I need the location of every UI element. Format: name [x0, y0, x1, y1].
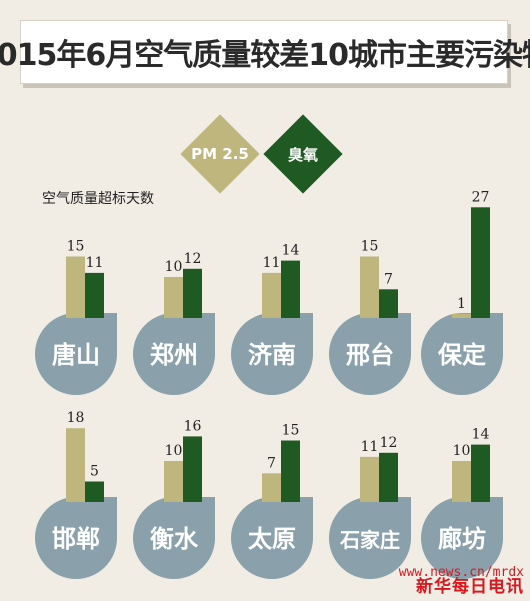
chart-title: 2015年6月空气质量较差10城市主要污染物 [0, 38, 530, 73]
bar [183, 436, 202, 502]
city-label: 太原 [248, 525, 296, 553]
city-bubble-corner [370, 313, 411, 354]
bar [379, 289, 398, 318]
legend-ozone-label: 臭氧 [287, 145, 318, 164]
bar-value-label: 15 [282, 423, 300, 439]
bar-value-label: 27 [472, 189, 490, 205]
bar [183, 268, 202, 318]
city-label: 唐山 [52, 341, 100, 369]
bar [164, 277, 183, 318]
bar [281, 260, 300, 318]
city-bubble-corner [272, 313, 313, 354]
bar-value-label: 11 [361, 439, 379, 455]
bar-value-label: 18 [67, 410, 85, 426]
bar-value-label: 11 [263, 255, 281, 271]
bar-value-label: 11 [86, 255, 104, 271]
y-axis-label: 空气质量超标天数 [42, 191, 154, 207]
bar-value-label: 7 [267, 455, 276, 471]
legend-pm25-label: PM 2.5 [191, 145, 249, 163]
bar [66, 256, 85, 318]
bar [262, 272, 281, 318]
legend-pm25: PM 2.5 [180, 114, 260, 194]
bar-value-label: 5 [90, 464, 99, 480]
city-label: 保定 [437, 341, 486, 369]
watermark-url: www.news.cn/mrdx [398, 564, 524, 580]
bar-value-label: 12 [380, 435, 398, 451]
legend-ozone: 臭氧 [263, 114, 343, 194]
bar-value-label: 15 [67, 239, 85, 255]
bar [471, 444, 490, 502]
bar-value-label: 10 [165, 443, 183, 459]
city-bubble-corner [370, 497, 411, 538]
city-label: 郑州 [150, 341, 198, 369]
bar [85, 481, 104, 502]
bar [452, 313, 471, 318]
bar-value-label: 10 [453, 443, 471, 459]
bar [164, 461, 183, 502]
city-bubble-corner [76, 497, 117, 538]
bar [262, 473, 281, 502]
city-bubble-corner [76, 313, 117, 354]
city-bubble-corner [462, 313, 503, 354]
bar-value-label: 14 [282, 243, 300, 259]
city-label: 济南 [248, 341, 296, 369]
city-label: 邯郸 [52, 525, 100, 553]
bar-value-label: 10 [165, 259, 183, 275]
watermark: www.news.cn/mrdx 新华每日电讯 [398, 564, 524, 598]
bar [471, 207, 490, 318]
bar [360, 256, 379, 318]
bar [379, 452, 398, 502]
city-bubble-corner [174, 497, 215, 538]
watermark-name: 新华每日电讯 [416, 577, 524, 598]
bar [452, 461, 471, 502]
title-box: 2015年6月空气质量较差10城市主要污染物 [0, 20, 530, 84]
bar-value-label: 7 [384, 271, 393, 287]
city-label: 邢台 [346, 341, 394, 369]
bar [66, 428, 85, 502]
bar [281, 440, 300, 502]
bar-value-label: 16 [184, 418, 202, 434]
city-label: 石家庄 [339, 528, 400, 552]
bar-value-label: 12 [184, 251, 202, 267]
bar-value-label: 1 [457, 296, 466, 312]
city-bubble-corner [272, 497, 313, 538]
bar-value-label: 15 [361, 239, 379, 255]
bar [360, 456, 379, 502]
city-bubble-corner [174, 313, 215, 354]
city-bubble-corner [462, 497, 503, 538]
city-label: 廊坊 [438, 525, 486, 553]
city-label: 衡水 [150, 525, 199, 553]
bar [85, 272, 104, 318]
bar-value-label: 14 [472, 427, 490, 443]
